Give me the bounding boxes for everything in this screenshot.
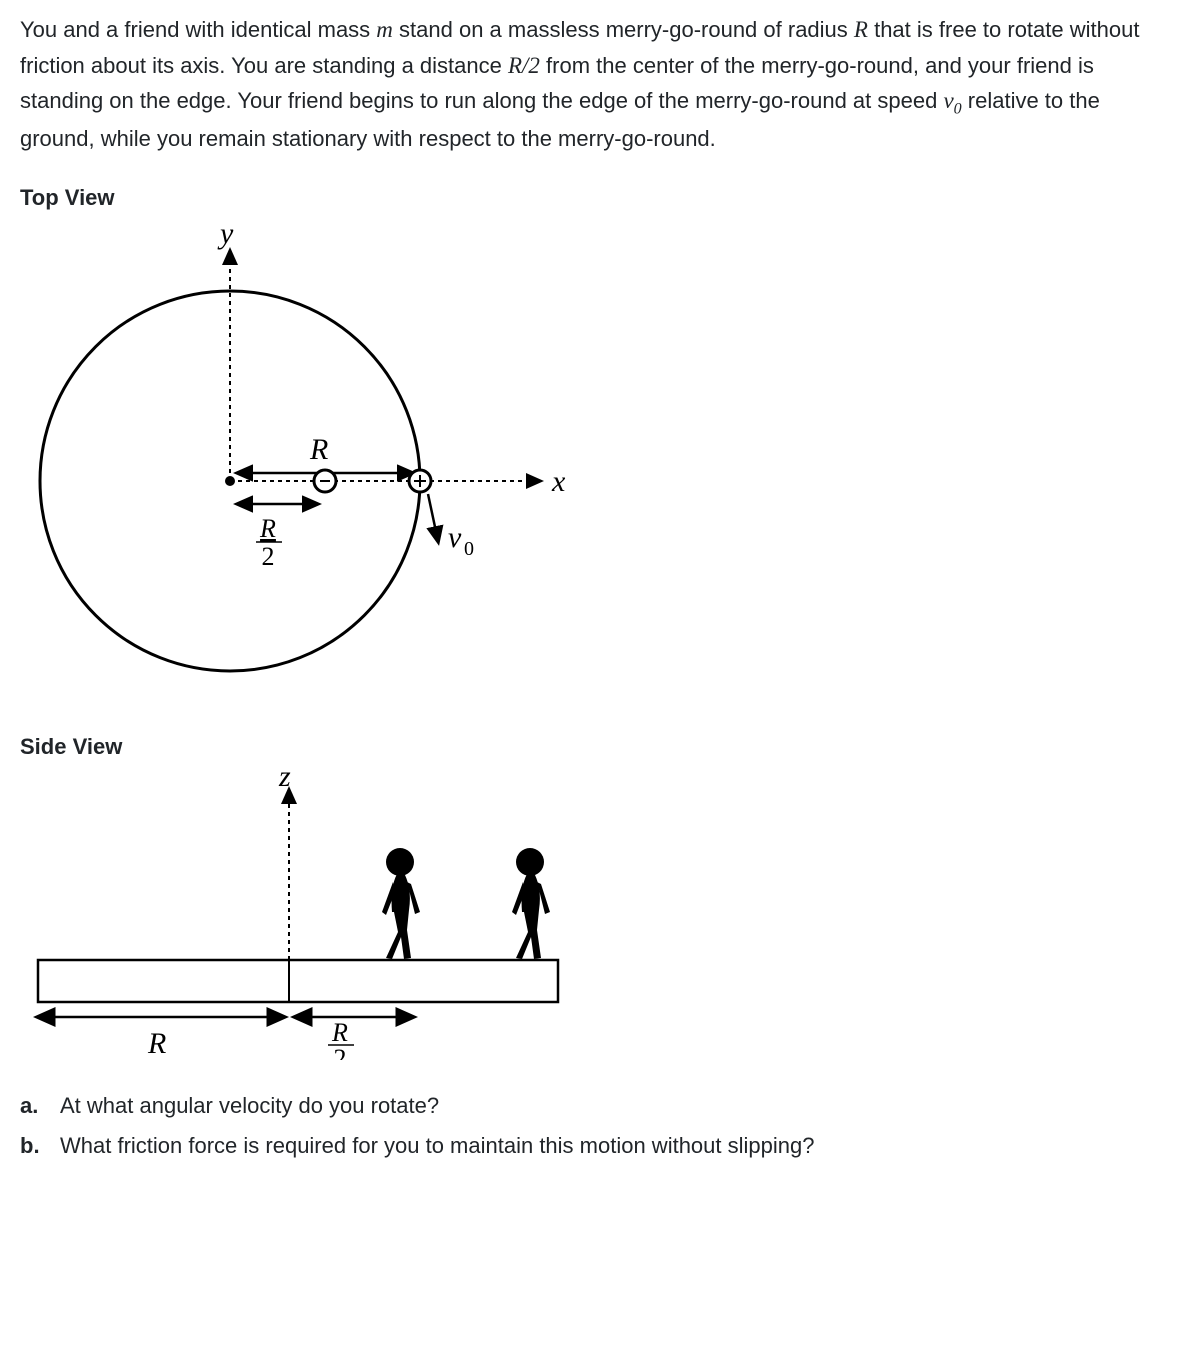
question-b: b. What friction force is required for y… (20, 1133, 1180, 1159)
svg-text:R: R (331, 1018, 348, 1047)
side-view-svg: z R R 2 (20, 770, 580, 1060)
problem-statement: You and a friend with identical mass m s… (20, 12, 1180, 157)
svg-text:R: R (259, 514, 276, 543)
var-v0: v (943, 88, 953, 113)
var-v0-sub: 0 (954, 101, 962, 118)
question-a-text: At what angular velocity do you rotate? (60, 1093, 1180, 1119)
top-view-svg: y x R R 2 v 0 (20, 221, 580, 701)
text: You and a friend with identical mass (20, 17, 376, 42)
var-m: m (376, 17, 393, 42)
var-R-over-2: R/2 (508, 53, 540, 78)
svg-text:z: z (278, 770, 291, 793)
top-view-figure: y x R R 2 v 0 (20, 221, 1180, 706)
svg-text:R: R (309, 433, 328, 466)
side-view-heading: Side View (20, 734, 1180, 760)
var-R: R (854, 17, 868, 42)
question-b-label: b. (20, 1133, 60, 1159)
side-view-figure: z R R 2 (20, 770, 1180, 1065)
svg-text:2: 2 (334, 1044, 347, 1060)
svg-text:2: 2 (262, 542, 275, 571)
question-b-text: What friction force is required for you … (60, 1133, 1180, 1159)
svg-text:0: 0 (464, 538, 474, 560)
text: stand on a massless merry-go-round of ra… (393, 17, 854, 42)
svg-text:R: R (147, 1027, 166, 1060)
svg-text:v: v (448, 521, 462, 554)
top-view-heading: Top View (20, 185, 1180, 211)
question-a-label: a. (20, 1093, 60, 1119)
svg-text:x: x (551, 465, 566, 498)
svg-text:y: y (217, 221, 234, 250)
question-a: a. At what angular velocity do you rotat… (20, 1093, 1180, 1119)
